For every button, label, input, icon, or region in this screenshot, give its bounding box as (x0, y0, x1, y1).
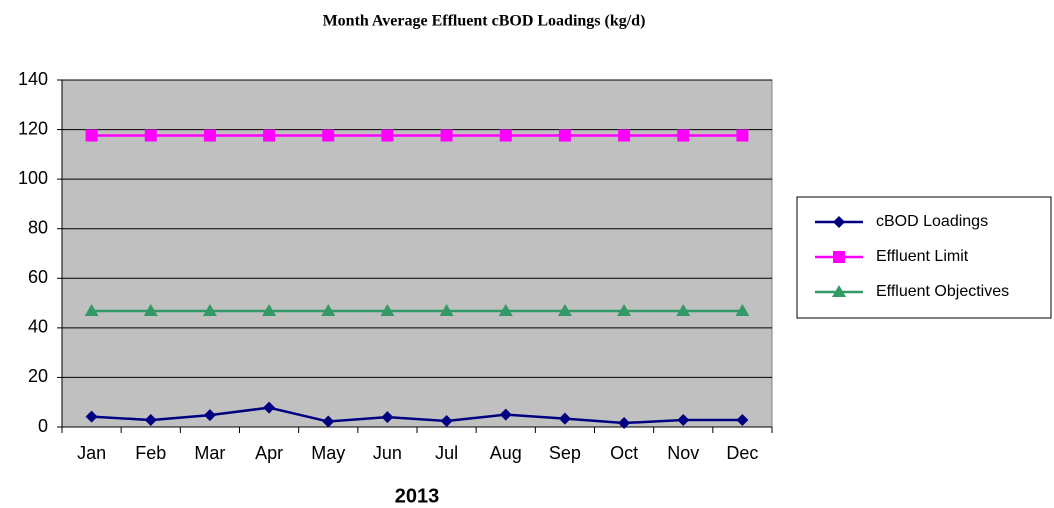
data-point (676, 304, 691, 317)
chart-title: Month Average Effluent cBOD Loadings (kg… (323, 13, 646, 30)
data-point (321, 304, 336, 317)
data-point (144, 129, 157, 142)
data-point (381, 411, 394, 424)
y-tick-label: 0 (38, 416, 48, 436)
data-point (499, 129, 512, 142)
x-tick-label: Mar (194, 443, 225, 463)
data-point (499, 408, 512, 421)
data-point (143, 304, 158, 317)
legend-marker (833, 216, 845, 228)
data-point (498, 304, 513, 317)
data-point (85, 410, 98, 423)
legend-marker (832, 285, 846, 297)
plot-area (61, 79, 773, 428)
x-tick-label: May (311, 443, 345, 463)
data-point (440, 415, 453, 428)
data-point (263, 401, 276, 414)
data-point (558, 129, 571, 142)
data-point (736, 414, 749, 427)
x-tick-label: Jul (435, 443, 458, 463)
data-point (84, 304, 99, 317)
data-point (439, 304, 454, 317)
x-tick-label: Jan (77, 443, 106, 463)
data-point (618, 417, 631, 430)
x-tick-label: Aug (490, 443, 522, 463)
data-point (85, 129, 98, 142)
data-point (380, 304, 395, 317)
data-point (617, 304, 632, 317)
x-axis-label: 2013 (395, 485, 440, 507)
y-tick-label: 40 (28, 317, 48, 337)
data-point (322, 415, 335, 428)
data-point (558, 412, 571, 425)
x-tick-label: Dec (726, 443, 758, 463)
data-point (203, 129, 216, 142)
data-point (202, 304, 217, 317)
data-point (322, 129, 335, 142)
y-tick-label: 120 (18, 118, 48, 138)
data-point (262, 304, 277, 317)
x-tick-label: Jun (373, 443, 402, 463)
x-tick-label: Sep (549, 443, 581, 463)
data-point (735, 304, 750, 317)
x-tick-label: Apr (255, 443, 283, 463)
data-point (440, 129, 453, 142)
series-line (91, 406, 743, 425)
legend-label: cBOD Loadings (876, 213, 988, 230)
legend-label: Effluent Limit (876, 248, 969, 265)
y-tick-label: 20 (28, 366, 48, 386)
x-tick-label: Oct (610, 443, 638, 463)
data-point (618, 129, 631, 142)
data-point (144, 414, 157, 427)
y-tick-label: 100 (18, 168, 48, 188)
y-tick-label: 60 (28, 267, 48, 287)
data-point (263, 129, 276, 142)
x-tick-label: Feb (135, 443, 166, 463)
data-point (736, 129, 749, 142)
data-point (557, 304, 572, 317)
y-tick-label: 80 (28, 217, 48, 237)
data-point (203, 409, 216, 422)
data-point (381, 129, 394, 142)
x-tick-label: Nov (667, 443, 699, 463)
data-point (677, 414, 690, 427)
legend-marker (833, 251, 845, 263)
legend-label: Effluent Objectives (876, 283, 1009, 300)
data-point (677, 129, 690, 142)
y-tick-label: 140 (18, 69, 48, 89)
